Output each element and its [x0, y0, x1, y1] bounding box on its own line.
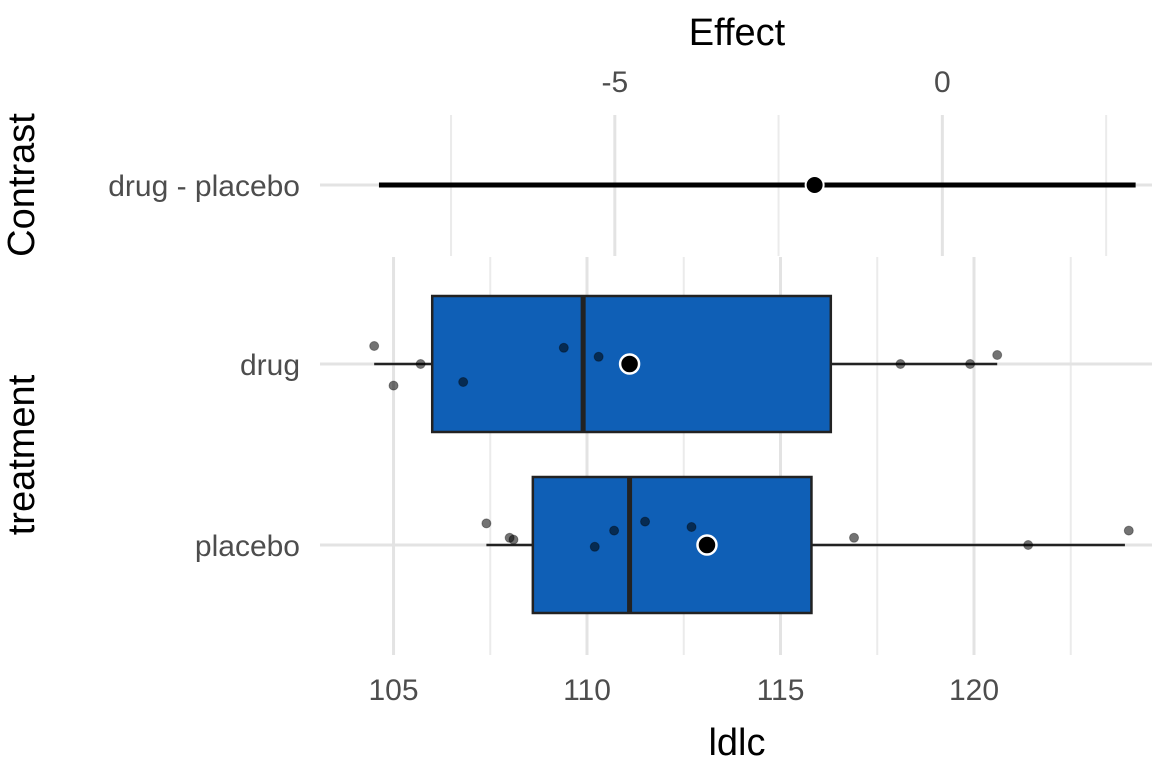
data-point: [992, 350, 1003, 360]
top-x-axis-title: Effect: [689, 12, 786, 54]
data-point: [686, 522, 697, 532]
data-point: [558, 342, 569, 353]
data-point: [1023, 540, 1034, 550]
data-point: [609, 525, 620, 536]
bottom-x-axis-title: ldlc: [708, 722, 765, 764]
treatment-panel: [320, 257, 1152, 655]
bottom-x-tick-label: 115: [757, 674, 805, 707]
axis-labels: -5 0 105 110 115 120 drug - placebo drug placebo: [108, 66, 999, 707]
data-point: [458, 377, 469, 387]
data-point: [849, 532, 860, 543]
data-point: [589, 541, 600, 552]
top-x-tick-label: -5: [601, 66, 628, 99]
bottom-x-tick-label: 120: [949, 674, 999, 707]
bottom-x-tick-label: 110: [563, 674, 611, 707]
treatment-category-label: placebo: [195, 530, 300, 563]
contrast-marks: [378, 175, 1136, 195]
data-point: [895, 359, 906, 369]
data-point: [965, 359, 976, 369]
data-point: [388, 380, 399, 391]
estimate-point: [804, 175, 825, 195]
data-point: [481, 518, 492, 529]
mean-point: [696, 534, 718, 556]
bottom-y-axis-title: treatment: [1, 374, 43, 535]
data-point: [369, 341, 380, 351]
data-point: [593, 351, 604, 362]
box-placebo: [531, 475, 813, 615]
bottom-x-tick-label: 105: [368, 674, 418, 707]
data-point: [508, 534, 519, 545]
treatment-category-label: drug: [240, 349, 300, 382]
top-x-tick-label: 0: [934, 66, 951, 99]
contrast-category-label: drug - placebo: [108, 170, 300, 203]
mean-point: [618, 353, 641, 375]
data-point: [1123, 525, 1134, 536]
treatment-marks: [369, 294, 1134, 615]
data-point: [640, 516, 651, 527]
top-y-axis-title: Contrast: [1, 113, 43, 257]
data-point: [415, 359, 426, 369]
contrast-panel: [320, 115, 1152, 256]
